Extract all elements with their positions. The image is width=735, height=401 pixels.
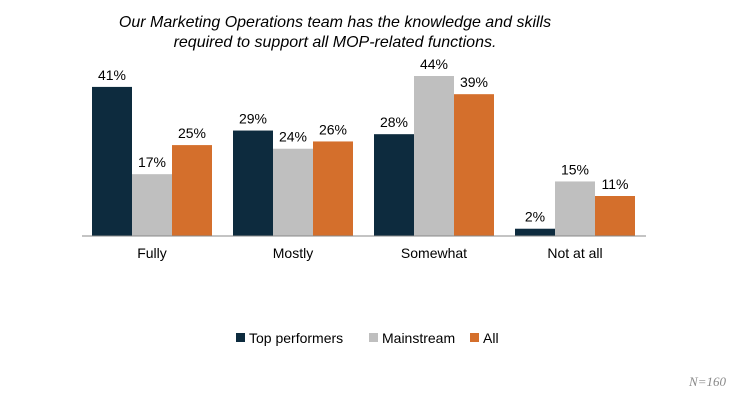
bar-all-somewhat <box>454 94 494 236</box>
bar-all-not-at-all <box>595 196 635 236</box>
bar-top-performers-not-at-all <box>515 228 555 236</box>
data-label-top-performers-fully: 41% <box>98 67 126 83</box>
data-label-all-mostly: 26% <box>319 121 347 137</box>
category-label-somewhat: Somewhat <box>401 245 467 261</box>
data-label-all-somewhat: 39% <box>460 74 488 90</box>
category-label-mostly: Mostly <box>273 245 313 261</box>
plot-area: 41% 17% 25% 29% 24% 26% 28% 44% 39% 2% 15% 11% <box>92 56 635 236</box>
sample-size-note: N=160 <box>688 374 726 389</box>
chart-title-line-1: Our Marketing Operations team has the kn… <box>119 14 551 31</box>
bar-top-performers-mostly <box>233 130 273 236</box>
legend-label-mainstream: Mainstream <box>382 330 455 346</box>
data-label-all-not-at-all: 11% <box>602 176 629 192</box>
bar-mainstream-fully <box>132 174 172 236</box>
data-label-mainstream-mostly: 24% <box>279 129 307 145</box>
bar-top-performers-somewhat <box>374 134 414 236</box>
chart-title-line-2: required to support all MOP-related func… <box>174 34 497 51</box>
bar-all-fully <box>172 145 212 236</box>
bar-mainstream-not-at-all <box>555 181 595 236</box>
data-label-mainstream-somewhat: 44% <box>420 56 448 72</box>
bar-top-performers-fully <box>92 86 132 236</box>
category-label-fully: Fully <box>137 245 167 261</box>
data-label-mainstream-fully: 17% <box>138 154 166 170</box>
legend-swatch-mainstream <box>369 333 378 342</box>
category-label-not-at-all: Not at all <box>547 245 602 261</box>
legend-label-all: All <box>483 330 499 346</box>
data-label-mainstream-not-at-all: 15% <box>561 161 589 177</box>
data-label-top-performers-somewhat: 28% <box>380 114 408 130</box>
data-label-top-performers-not-at-all: 2% <box>525 209 545 225</box>
legend: Top performers Mainstream All <box>236 330 499 346</box>
legend-swatch-top-performers <box>236 333 245 342</box>
data-label-all-fully: 25% <box>178 125 206 141</box>
bar-all-mostly <box>313 141 353 236</box>
bar-mainstream-mostly <box>273 148 313 236</box>
legend-label-top-performers: Top performers <box>249 330 343 346</box>
data-label-top-performers-mostly: 29% <box>239 111 267 127</box>
legend-swatch-all <box>470 333 479 342</box>
bar-mainstream-somewhat <box>414 76 454 236</box>
category-axis: Fully Mostly Somewhat Not at all <box>137 245 602 261</box>
